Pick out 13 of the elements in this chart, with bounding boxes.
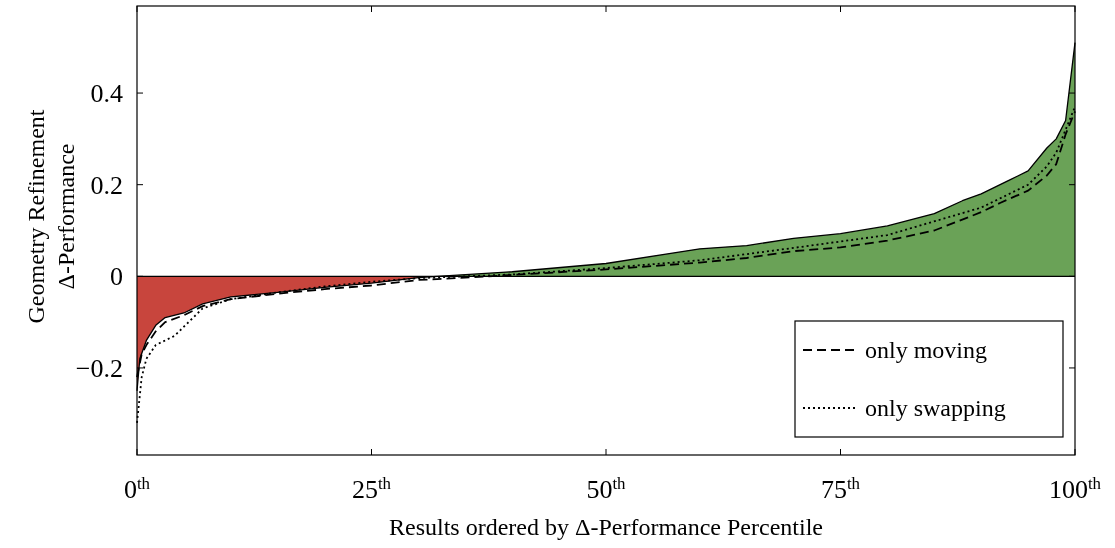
x-tick-label: 0$^{th}$ bbox=[123, 473, 151, 504]
y-axis-title: Geometry Refinement Δ-Performance bbox=[23, 109, 79, 324]
y-tick-label: 0.4 bbox=[90, 79, 123, 109]
x-tick-label: 50$^{th}$ bbox=[586, 473, 627, 504]
x-tick-label: 25$^{th}$ bbox=[351, 473, 392, 504]
y-tick-label: 0.2 bbox=[90, 170, 123, 200]
x-axis-title: Results ordered by Δ-Performance Percentile bbox=[389, 514, 823, 540]
y-tick-label: 0 bbox=[110, 262, 123, 292]
legend-label: only moving bbox=[865, 337, 988, 363]
x-tick-label: 100$^{th}$ bbox=[1048, 473, 1102, 504]
legend-label: only swapping bbox=[865, 395, 1006, 421]
y-tick-label: −0.2 bbox=[75, 353, 123, 383]
x-tick-label: 75$^{th}$ bbox=[820, 473, 861, 504]
